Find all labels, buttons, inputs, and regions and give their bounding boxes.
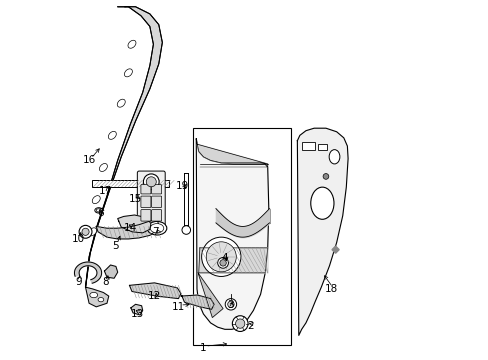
Text: 6: 6	[97, 208, 103, 218]
Text: 19: 19	[175, 181, 188, 192]
FancyBboxPatch shape	[141, 185, 151, 194]
Circle shape	[206, 242, 236, 272]
Ellipse shape	[124, 69, 132, 77]
Ellipse shape	[88, 228, 97, 236]
Bar	[192, 128, 290, 345]
Text: 17: 17	[99, 186, 112, 197]
Ellipse shape	[117, 99, 125, 107]
Polygon shape	[74, 262, 102, 283]
Polygon shape	[129, 283, 181, 298]
Ellipse shape	[310, 187, 333, 219]
Text: 10: 10	[72, 234, 85, 244]
Ellipse shape	[92, 195, 100, 204]
Ellipse shape	[147, 221, 166, 235]
Polygon shape	[118, 215, 151, 233]
Circle shape	[232, 316, 247, 332]
Ellipse shape	[95, 208, 102, 213]
FancyBboxPatch shape	[137, 171, 165, 226]
Circle shape	[143, 174, 159, 190]
Polygon shape	[96, 219, 159, 239]
Text: 18: 18	[324, 284, 337, 294]
Ellipse shape	[98, 297, 103, 302]
Ellipse shape	[150, 224, 163, 233]
Circle shape	[235, 319, 244, 328]
Polygon shape	[196, 139, 268, 329]
Text: 13: 13	[130, 309, 143, 319]
Circle shape	[79, 225, 92, 238]
Polygon shape	[85, 7, 162, 287]
Circle shape	[146, 177, 156, 187]
Text: 7: 7	[152, 227, 159, 237]
Polygon shape	[104, 265, 118, 278]
Bar	[301, 142, 315, 150]
Circle shape	[220, 260, 226, 266]
Polygon shape	[198, 273, 223, 318]
FancyBboxPatch shape	[151, 185, 162, 194]
Text: 11: 11	[171, 302, 184, 312]
Ellipse shape	[128, 40, 136, 48]
FancyBboxPatch shape	[141, 210, 151, 221]
Polygon shape	[198, 248, 267, 273]
Circle shape	[225, 298, 236, 310]
Circle shape	[227, 301, 234, 307]
Ellipse shape	[99, 163, 107, 171]
Text: 8: 8	[102, 277, 109, 287]
Polygon shape	[297, 128, 347, 336]
FancyBboxPatch shape	[151, 210, 162, 221]
Ellipse shape	[108, 131, 116, 139]
Text: 2: 2	[247, 321, 254, 331]
Text: 15: 15	[129, 194, 142, 203]
Circle shape	[323, 174, 328, 179]
Text: 5: 5	[112, 241, 118, 251]
FancyBboxPatch shape	[141, 196, 151, 207]
Bar	[91, 180, 169, 187]
Circle shape	[201, 237, 241, 276]
Text: 14: 14	[124, 223, 137, 233]
Bar	[317, 144, 326, 150]
Text: 3: 3	[226, 300, 233, 310]
Polygon shape	[131, 304, 142, 315]
Text: 12: 12	[147, 291, 161, 301]
Polygon shape	[331, 246, 339, 253]
Text: 4: 4	[221, 253, 228, 263]
Text: 16: 16	[82, 156, 96, 165]
Circle shape	[182, 226, 190, 234]
Ellipse shape	[96, 209, 101, 212]
Circle shape	[82, 228, 89, 235]
FancyBboxPatch shape	[151, 196, 162, 207]
Polygon shape	[181, 295, 214, 309]
Ellipse shape	[90, 292, 98, 298]
Text: 1: 1	[200, 343, 206, 353]
Polygon shape	[85, 287, 108, 307]
Polygon shape	[197, 144, 267, 167]
Ellipse shape	[328, 150, 339, 164]
Text: 9: 9	[75, 277, 81, 287]
Circle shape	[217, 257, 228, 268]
